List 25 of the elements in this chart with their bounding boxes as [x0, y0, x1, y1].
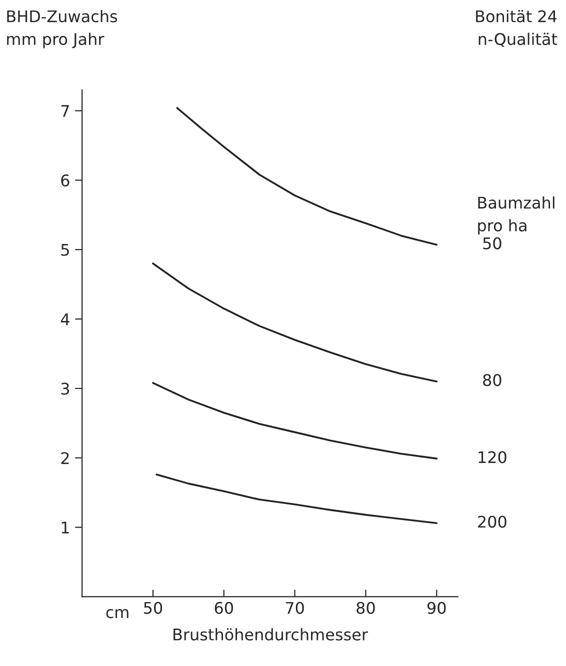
y-tick-label: 3 [61, 382, 69, 395]
x-tick-label: 70 [286, 602, 304, 614]
text: 200 [478, 516, 506, 528]
line-series [176, 107, 438, 246]
y-tick-label: 4 [60, 313, 70, 326]
x-tick-label: 90 [427, 602, 446, 614]
x-tick-label: 60 [214, 602, 233, 614]
line-series [152, 382, 438, 460]
legend-title: Baumzahl pro ha [478, 196, 554, 235]
text: 80 [483, 374, 502, 386]
text: Bonität 24 n-Qualität [476, 10, 558, 47]
y-tick-label: 2 [61, 452, 69, 464]
line-series [152, 262, 438, 382]
y-tick-label: 1 [62, 522, 69, 534]
x-tick-label: 50 [144, 602, 162, 614]
line-series [156, 474, 438, 524]
x-axis-title: Brusthöhendurchmesser [174, 628, 368, 641]
text: 50 [483, 237, 502, 250]
y-tick-label: 7 [61, 105, 69, 117]
text: 120 [478, 451, 506, 464]
y-tick-label: 5 [61, 244, 69, 256]
x-tick-label: 80 [356, 602, 375, 614]
y-tick-label: 6 [61, 174, 70, 186]
y-axis-title: BHD-Zuwachs mm pro Jahr [7, 10, 118, 48]
text: cm [106, 609, 128, 618]
